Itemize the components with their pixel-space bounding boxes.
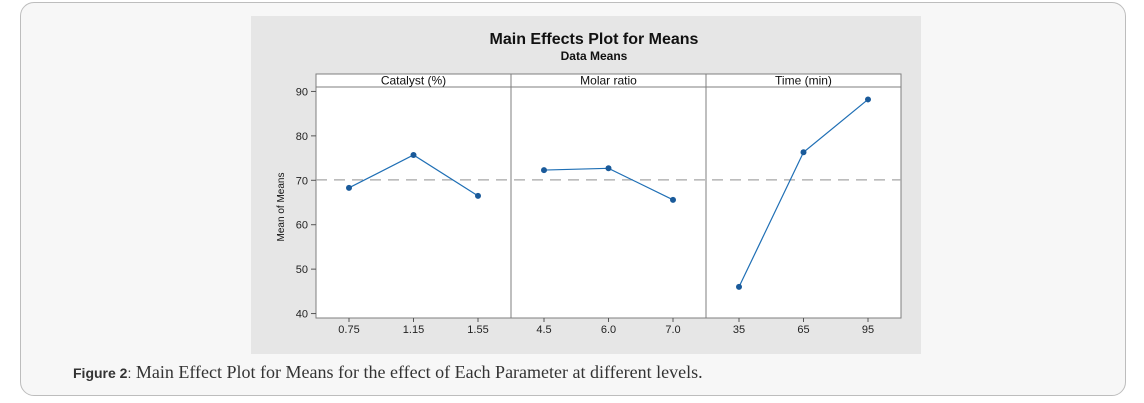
x-tick-label: 95: [862, 324, 874, 336]
panel-title: Molar ratio: [580, 74, 637, 88]
y-axis-label: Mean of Means: [276, 173, 287, 242]
panel-title: Catalyst (%): [381, 74, 446, 88]
y-tick-label: 40: [296, 309, 308, 321]
chart-subtitle: Data Means: [561, 49, 628, 63]
plot-area: [315, 86, 902, 319]
data-point: [410, 151, 417, 158]
x-tick-label: 7.0: [665, 324, 680, 336]
y-tick-label: 50: [296, 264, 308, 276]
y-tick-label: 60: [296, 220, 308, 232]
data-point: [736, 283, 742, 290]
x-tick-label: 6.0: [601, 324, 616, 336]
figure-caption: Figure 2: Main Effect Plot for Means for…: [73, 362, 703, 383]
caption-separator: :: [127, 365, 132, 381]
y-tick-label: 90: [296, 86, 308, 98]
x-tick-label: 1.55: [467, 324, 488, 336]
data-point: [475, 192, 481, 199]
main-effects-chart: Main Effects Plot for Means Data Means M…: [276, 31, 902, 336]
y-tick-label: 80: [296, 131, 308, 143]
data-point: [865, 96, 871, 103]
x-tick-label: 0.75: [338, 324, 359, 336]
panel-header: [705, 73, 902, 88]
y-tick-label: 70: [296, 175, 308, 187]
x-tick-label: 4.5: [536, 324, 551, 336]
caption-label: Figure 2: [73, 365, 128, 381]
x-tick-label: 35: [733, 324, 745, 336]
data-point: [541, 167, 547, 174]
data-point: [346, 184, 352, 191]
chart-title: Main Effects Plot for Means: [490, 31, 699, 48]
figure-image: Main Effects Plot for Means Data Means M…: [251, 16, 921, 354]
data-point: [670, 196, 676, 203]
x-tick-label: 1.15: [403, 324, 424, 336]
caption-text: Main Effect Plot for Means for the effec…: [131, 362, 703, 382]
data-point: [800, 149, 807, 156]
x-tick-label: 65: [797, 324, 809, 336]
figure-card: Main Effects Plot for Means Data Means M…: [20, 2, 1126, 396]
data-point: [605, 165, 612, 172]
panel-title: Time (min): [775, 74, 832, 88]
